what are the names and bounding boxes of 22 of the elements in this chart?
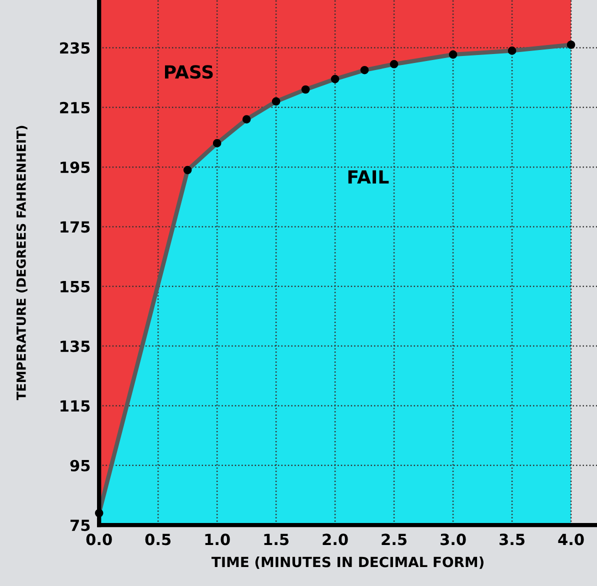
x-axis-title: TIME (MINUTES IN DECIMAL FORM): [211, 556, 484, 569]
series-label: FAIL: [348, 170, 389, 184]
y-tick-label: 215: [60, 102, 90, 114]
x-tick-label: 1.0: [205, 534, 230, 546]
x-tick-label: 0.5: [145, 534, 171, 546]
x-tick-label: 0.0: [86, 534, 112, 546]
y-tick-label: 135: [60, 340, 90, 352]
y-tick-label: 195: [60, 162, 90, 174]
y-tick-label: 175: [60, 221, 90, 233]
x-tick-label: 3.5: [500, 534, 525, 546]
x-tick-label: 2.5: [382, 534, 407, 546]
x-tick-label: 3.0: [440, 534, 466, 546]
y-tick-label: 115: [60, 400, 90, 412]
x-tick-label: 4.0: [558, 534, 584, 546]
x-tick-label: 1.5: [264, 534, 289, 546]
series-label: PASS: [165, 65, 213, 79]
x-tick-label: 2.0: [322, 534, 348, 546]
y-tick-label: 235: [60, 42, 90, 54]
y-axis-title: TEMPERATURE (DEGREES FAHRENHEIT): [16, 126, 28, 400]
y-tick-label: 95: [70, 460, 90, 472]
y-tick-label: 155: [60, 281, 90, 292]
y-tick-label: 75: [70, 520, 90, 532]
